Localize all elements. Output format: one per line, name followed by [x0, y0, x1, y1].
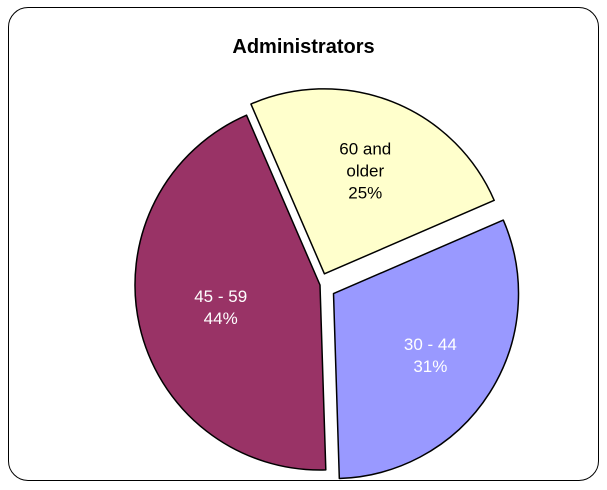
slice-label: 45 - 59 44%: [194, 287, 247, 328]
slice-category: 60 and: [339, 140, 391, 159]
slice-percent: 31%: [413, 357, 447, 376]
slice-category: 45 - 59: [194, 287, 247, 306]
pie-slice: [250, 88, 495, 275]
slice-percent: 44%: [204, 309, 238, 328]
slice-category: 30 - 44: [404, 335, 457, 354]
slice-label: 30 - 44 31%: [404, 335, 457, 376]
pie-slice: [134, 114, 327, 471]
pie-slice: [332, 219, 520, 480]
slice-label: 60 and older 25%: [339, 140, 391, 203]
chart-title: Administrators: [232, 36, 375, 58]
slice-category: older: [346, 162, 384, 181]
slice-percent: 25%: [348, 184, 382, 203]
